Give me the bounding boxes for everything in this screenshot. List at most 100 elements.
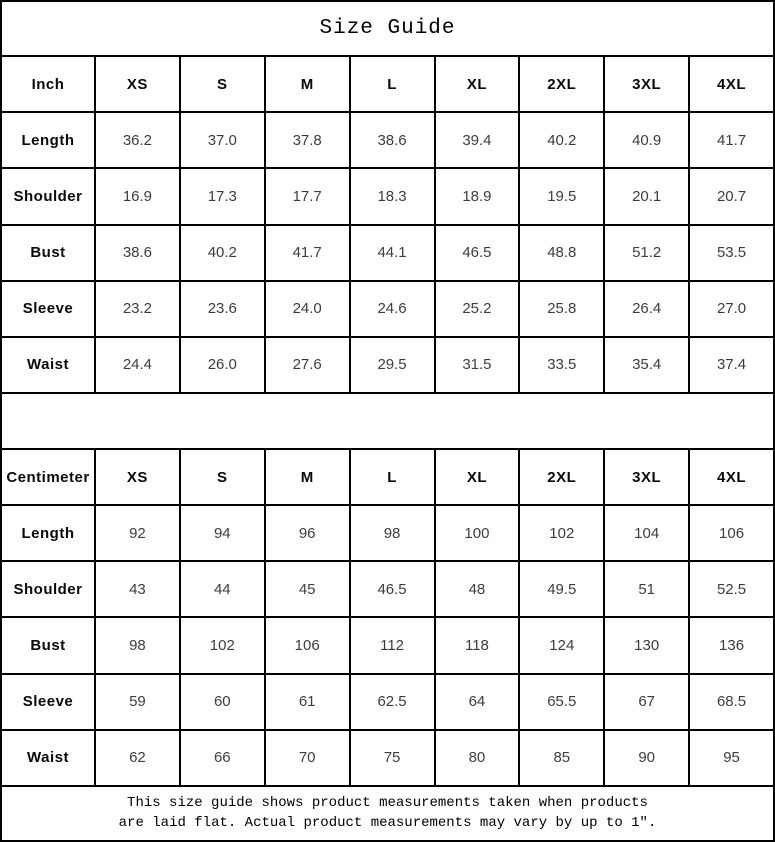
measurement-value: 98 bbox=[348, 504, 436, 563]
measurement-value: 130 bbox=[603, 616, 691, 675]
measurement-value: 26.4 bbox=[603, 279, 691, 338]
measurement-value: 80 bbox=[433, 728, 521, 787]
size-column-header: 3XL bbox=[603, 448, 691, 507]
measurement-label: Shoulder bbox=[0, 167, 96, 226]
measurement-value: 40.2 bbox=[178, 223, 266, 282]
measurement-value: 60 bbox=[178, 672, 266, 731]
measurement-value: 90 bbox=[603, 728, 691, 787]
inch-section: Inch XS S M L XL 2XL 3XL 4XL Length 36.2 37.0 37.8 38… bbox=[0, 55, 775, 394]
size-column-header: 2XL bbox=[518, 55, 606, 114]
measurement-value: 53.5 bbox=[688, 223, 775, 282]
measurement-label: Bust bbox=[0, 616, 96, 675]
size-column-header: S bbox=[178, 55, 266, 114]
centimeter-section: Centimeter XS S M L XL 2XL 3XL 4XL Length 92 94 96 98… bbox=[0, 448, 775, 787]
measurement-value: 49.5 bbox=[518, 560, 606, 619]
measurement-label: Sleeve bbox=[0, 279, 96, 338]
spacer-cell bbox=[0, 391, 775, 451]
measurement-value: 118 bbox=[433, 616, 521, 675]
measurement-value: 31.5 bbox=[433, 335, 521, 394]
measurement-value: 46.5 bbox=[433, 223, 521, 282]
title-row: Size Guide bbox=[0, 0, 775, 58]
size-column-header: 2XL bbox=[518, 448, 606, 507]
measurement-value: 37.4 bbox=[688, 335, 775, 394]
measurement-label: Sleeve bbox=[0, 672, 96, 731]
measurement-value: 44 bbox=[178, 560, 266, 619]
measurement-value: 43 bbox=[94, 560, 181, 619]
measurement-value: 98 bbox=[94, 616, 181, 675]
measurement-label: Bust bbox=[0, 223, 96, 282]
unit-label: Inch bbox=[0, 55, 96, 114]
measurement-value: 35.4 bbox=[603, 335, 691, 394]
measurement-value: 62.5 bbox=[348, 672, 436, 731]
measurement-value: 59 bbox=[94, 672, 181, 731]
measurement-row: Waist 62 66 70 75 80 85 90 95 bbox=[0, 728, 775, 787]
measurement-value: 37.8 bbox=[263, 111, 351, 170]
measurement-value: 70 bbox=[263, 728, 351, 787]
measurement-value: 100 bbox=[433, 504, 521, 563]
measurement-value: 19.5 bbox=[518, 167, 606, 226]
footer-note: This size guide shows product measuremen… bbox=[0, 784, 775, 842]
measurement-value: 24.6 bbox=[348, 279, 436, 338]
size-column-header: L bbox=[348, 55, 436, 114]
measurement-value: 48 bbox=[433, 560, 521, 619]
measurement-value: 112 bbox=[348, 616, 436, 675]
measurement-value: 102 bbox=[518, 504, 606, 563]
measurement-row: Length 36.2 37.0 37.8 38.6 39.4 40.2 40.9 41.7 bbox=[0, 111, 775, 170]
footer-line-2: are laid flat. Actual product measuremen… bbox=[118, 815, 657, 832]
measurement-value: 17.3 bbox=[178, 167, 266, 226]
measurement-value: 85 bbox=[518, 728, 606, 787]
measurement-value: 25.2 bbox=[433, 279, 521, 338]
measurement-row: Length 92 94 96 98 100 102 104 106 bbox=[0, 504, 775, 563]
measurement-value: 68.5 bbox=[688, 672, 775, 731]
measurement-value: 52.5 bbox=[688, 560, 775, 619]
measurement-value: 94 bbox=[178, 504, 266, 563]
measurement-row: Sleeve 59 60 61 62.5 64 65.5 67 68.5 bbox=[0, 672, 775, 731]
size-column-header: M bbox=[263, 55, 351, 114]
measurement-value: 27.0 bbox=[688, 279, 775, 338]
measurement-value: 18.3 bbox=[348, 167, 436, 226]
size-column-header: XS bbox=[94, 55, 181, 114]
measurement-value: 33.5 bbox=[518, 335, 606, 394]
measurement-label: Waist bbox=[0, 728, 96, 787]
measurement-row: Shoulder 43 44 45 46.5 48 49.5 51 52.5 bbox=[0, 560, 775, 619]
size-column-header: L bbox=[348, 448, 436, 507]
measurement-value: 102 bbox=[178, 616, 266, 675]
measurement-value: 62 bbox=[94, 728, 181, 787]
measurement-value: 44.1 bbox=[348, 223, 436, 282]
measurement-value: 64 bbox=[433, 672, 521, 731]
measurement-value: 37.0 bbox=[178, 111, 266, 170]
measurement-value: 106 bbox=[688, 504, 775, 563]
measurement-row: Bust 38.6 40.2 41.7 44.1 46.5 48.8 51.2 53.5 bbox=[0, 223, 775, 282]
footer-line-1: This size guide shows product measuremen… bbox=[127, 795, 648, 812]
measurement-value: 36.2 bbox=[94, 111, 181, 170]
measurement-value: 66 bbox=[178, 728, 266, 787]
measurement-value: 136 bbox=[688, 616, 775, 675]
measurement-value: 46.5 bbox=[348, 560, 436, 619]
measurement-value: 41.7 bbox=[688, 111, 775, 170]
measurement-value: 41.7 bbox=[263, 223, 351, 282]
measurement-value: 23.2 bbox=[94, 279, 181, 338]
measurement-value: 104 bbox=[603, 504, 691, 563]
size-column-header: 3XL bbox=[603, 55, 691, 114]
measurement-value: 38.6 bbox=[348, 111, 436, 170]
measurement-value: 45 bbox=[263, 560, 351, 619]
footer-row: This size guide shows product measuremen… bbox=[0, 784, 775, 842]
size-column-header: XS bbox=[94, 448, 181, 507]
measurement-row: Bust 98 102 106 112 118 124 130 136 bbox=[0, 616, 775, 675]
measurement-label: Waist bbox=[0, 335, 96, 394]
measurement-value: 75 bbox=[348, 728, 436, 787]
measurement-value: 51 bbox=[603, 560, 691, 619]
measurement-value: 106 bbox=[263, 616, 351, 675]
measurement-value: 40.9 bbox=[603, 111, 691, 170]
measurement-value: 25.8 bbox=[518, 279, 606, 338]
measurement-value: 24.4 bbox=[94, 335, 181, 394]
measurement-value: 29.5 bbox=[348, 335, 436, 394]
measurement-value: 124 bbox=[518, 616, 606, 675]
measurement-value: 65.5 bbox=[518, 672, 606, 731]
size-column-header: S bbox=[178, 448, 266, 507]
measurement-label: Shoulder bbox=[0, 560, 96, 619]
size-column-header: 4XL bbox=[688, 55, 775, 114]
measurement-label: Length bbox=[0, 111, 96, 170]
measurement-value: 51.2 bbox=[603, 223, 691, 282]
